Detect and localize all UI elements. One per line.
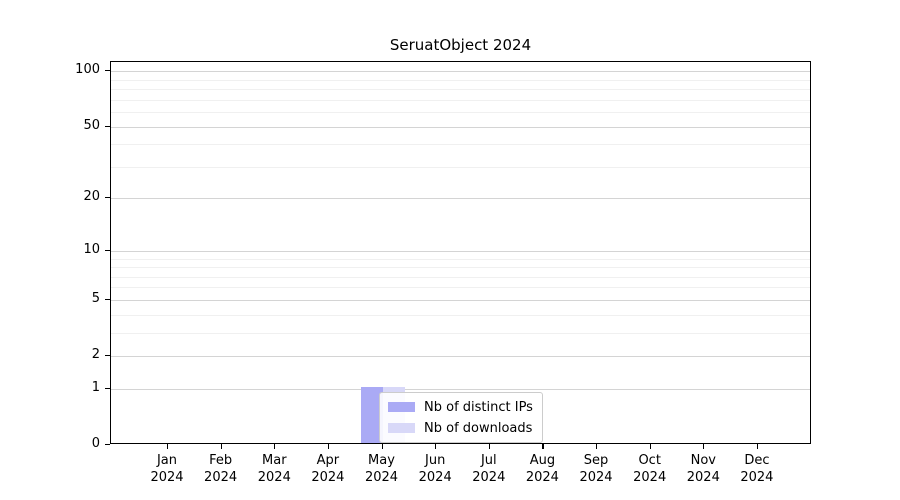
plot-area: Nb of distinct IPs Nb of downloads — [110, 61, 811, 444]
x-tick-label-aug: Aug 2024 — [525, 453, 559, 485]
x-tick-label-jul: Jul 2024 — [472, 453, 506, 485]
bar-nb-of-distinct-ips-may — [360, 386, 383, 443]
gridline-minor — [111, 332, 810, 334]
x-tick-label-dec: Dec 2024 — [740, 453, 774, 485]
x-tick-mark — [167, 444, 169, 449]
y-tick-mark — [105, 298, 110, 300]
x-tick-label-jun: Jun 2024 — [418, 453, 452, 485]
gridline-major — [111, 71, 810, 73]
x-tick-mark — [381, 444, 383, 449]
y-tick-label: 50 — [83, 117, 100, 133]
y-tick-label: 10 — [83, 241, 100, 257]
x-tick-mark — [596, 444, 598, 449]
legend: Nb of distinct IPs Nb of downloads — [379, 392, 543, 443]
y-tick-label: 20 — [83, 189, 100, 205]
x-tick-mark — [703, 444, 705, 449]
gridline-minor — [111, 166, 810, 168]
gridline-minor — [111, 144, 810, 146]
y-tick-mark — [105, 444, 110, 446]
x-tick-mark — [220, 444, 222, 449]
gridline-minor — [111, 287, 810, 289]
gridline-major — [111, 356, 810, 357]
gridline-major — [111, 299, 810, 301]
legend-item-distinct-ips: Nb of distinct IPs — [388, 398, 533, 416]
gridline-major — [111, 388, 810, 390]
gridline-minor — [111, 89, 810, 90]
y-tick-mark — [105, 70, 110, 72]
x-tick-mark — [488, 444, 490, 449]
x-tick-label-oct: Oct 2024 — [633, 453, 667, 485]
legend-label-downloads: Nb of downloads — [424, 420, 533, 436]
y-tick-label: 1 — [91, 379, 100, 395]
y-tick-label: 100 — [75, 62, 100, 78]
gridline-minor — [111, 99, 810, 101]
x-tick-label-mar: Mar 2024 — [257, 453, 291, 485]
x-tick-label-jan: Jan 2024 — [150, 453, 184, 485]
y-tick-mark — [105, 387, 110, 389]
x-tick-label-may: May 2024 — [364, 453, 399, 485]
x-tick-label-sep: Sep 2024 — [579, 453, 613, 485]
y-tick-mark — [105, 125, 110, 127]
y-tick-label: 5 — [91, 290, 100, 306]
gridline-minor — [111, 258, 810, 260]
x-tick-mark — [756, 444, 759, 449]
x-tick-mark — [649, 444, 651, 449]
x-tick-label-feb: Feb 2024 — [204, 453, 238, 485]
gridline-minor — [111, 267, 810, 268]
legend-item-downloads: Nb of downloads — [388, 419, 533, 437]
y-tick-mark — [105, 197, 110, 199]
x-tick-mark — [542, 444, 544, 449]
legend-swatch-distinct-ips-icon — [388, 402, 415, 412]
chart-title: SeruatObject 2024 — [389, 36, 532, 54]
y-tick-label: 0 — [91, 436, 100, 451]
y-tick-label: 2 — [91, 347, 100, 362]
legend-swatch-downloads-icon — [388, 423, 415, 433]
gridline-minor — [111, 79, 810, 81]
gridline-major — [111, 250, 810, 252]
y-tick-mark — [105, 355, 110, 357]
x-tick-mark — [327, 444, 330, 449]
gridline-minor — [111, 111, 810, 113]
gridline-minor — [111, 276, 810, 278]
x-tick-mark — [435, 444, 437, 449]
x-tick-mark — [274, 444, 276, 449]
gridline-major — [111, 198, 810, 200]
gridline-major — [111, 126, 810, 128]
y-tick-mark — [105, 249, 110, 251]
gridline-minor — [111, 314, 810, 316]
x-tick-label-apr: Apr 2024 — [311, 453, 345, 485]
legend-label-distinct-ips: Nb of distinct IPs — [424, 399, 533, 415]
x-tick-label-nov: Nov 2024 — [686, 453, 720, 485]
